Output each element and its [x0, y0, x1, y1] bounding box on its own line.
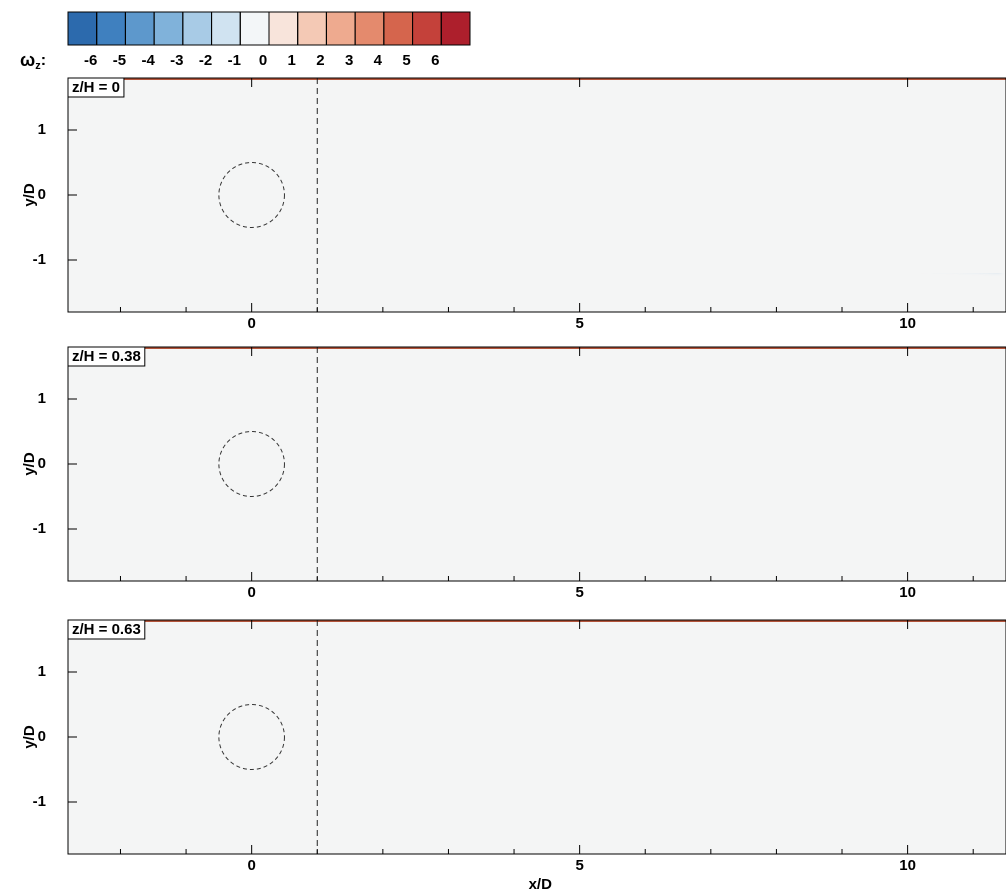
colorbar-tick-label: -6 [84, 52, 97, 69]
colorbar-tick-label: 5 [402, 52, 410, 69]
x-tick-label: 5 [575, 584, 583, 601]
colorbar-swatch [354, 11, 385, 46]
colorbar-tick-label: 4 [374, 52, 383, 69]
colorbar-swatch [153, 11, 184, 46]
panel-title-box [67, 619, 146, 640]
panel: 0 5 10 -1 0 1 y/D z/H = 0 [21, 77, 1006, 332]
colorbar-swatch [297, 11, 327, 46]
y-tick-label: -1 [33, 520, 46, 537]
panel-title-box [67, 77, 125, 98]
colorbar-swatch [239, 11, 270, 46]
x-tick-label: 10 [899, 857, 916, 874]
x-tick-label: 0 [247, 584, 255, 601]
plot-background [68, 78, 1006, 312]
x-tick-label: 10 [899, 584, 916, 601]
y-tick-label: -1 [33, 793, 46, 810]
panel: 0 5 10 -1 0 1 y/D z/H = 0.63 x/D [21, 619, 1006, 893]
colorbar-swatch [182, 11, 213, 46]
colorbar-swatch [325, 11, 356, 46]
colorbar-swatch [412, 11, 442, 46]
colorbar-tick-label: -2 [199, 52, 212, 69]
y-tick-label: 0 [38, 186, 46, 203]
y-tick-label: -1 [33, 251, 46, 268]
y-axis-label: y/D [21, 725, 38, 749]
colorbar-tick-label: -1 [228, 52, 241, 69]
colorbar-label: ωz: [20, 50, 46, 72]
colorbar-swatch [211, 11, 241, 46]
colorbar-tick-label: 3 [345, 52, 353, 69]
colorbar-tick-label: 2 [316, 52, 324, 69]
panel-title: z/H = 0 [72, 79, 120, 96]
y-tick-label: 1 [38, 390, 46, 407]
colorbar-tick-label: -4 [141, 52, 155, 69]
x-tick-label: 10 [899, 315, 916, 332]
y-tick-label: 0 [38, 455, 46, 472]
panel-title: z/H = 0.63 [72, 621, 141, 638]
colorbar-tick-label: 0 [259, 52, 267, 69]
colorbar-label-suffix: : [41, 52, 46, 69]
colorbar-tick-label: 1 [288, 52, 296, 69]
colorbar-tick-label: -3 [170, 52, 183, 69]
colorbar-label-symbol: ω [20, 50, 35, 70]
y-tick-label: 1 [38, 663, 46, 680]
colorbar-swatch [67, 11, 98, 46]
y-axis-label: y/D [21, 452, 38, 476]
colorbar-swatch [440, 11, 471, 46]
x-tick-label: 5 [575, 857, 583, 874]
y-tick-label: 0 [38, 728, 46, 745]
colorbar-swatch [268, 11, 299, 46]
cylinder-outline [218, 162, 285, 228]
x-tick-label: 0 [247, 315, 255, 332]
y-tick-label: 1 [38, 121, 46, 138]
colorbar-label-subscript: z [35, 60, 41, 72]
plot-background [68, 347, 1006, 581]
plot-background [68, 620, 1006, 854]
panel-title: z/H = 0.38 [72, 348, 141, 365]
y-axis-label: y/D [21, 183, 38, 207]
cylinder-outline [218, 431, 285, 497]
panel-title-box [67, 346, 146, 367]
colorbar-swatch [96, 11, 126, 46]
x-tick-label: 0 [247, 857, 255, 874]
colorbar-tick-label: 6 [431, 52, 439, 69]
x-axis-label: x/D [529, 876, 553, 893]
colorbar-swatch [124, 11, 155, 46]
colorbar-tick-label: -5 [113, 52, 126, 69]
x-tick-label: 5 [575, 315, 583, 332]
cylinder-outline [218, 704, 285, 770]
colorbar-swatch [383, 11, 414, 46]
panel: 0 5 10 -1 0 1 y/D z/H = 0.38 [21, 346, 1006, 601]
